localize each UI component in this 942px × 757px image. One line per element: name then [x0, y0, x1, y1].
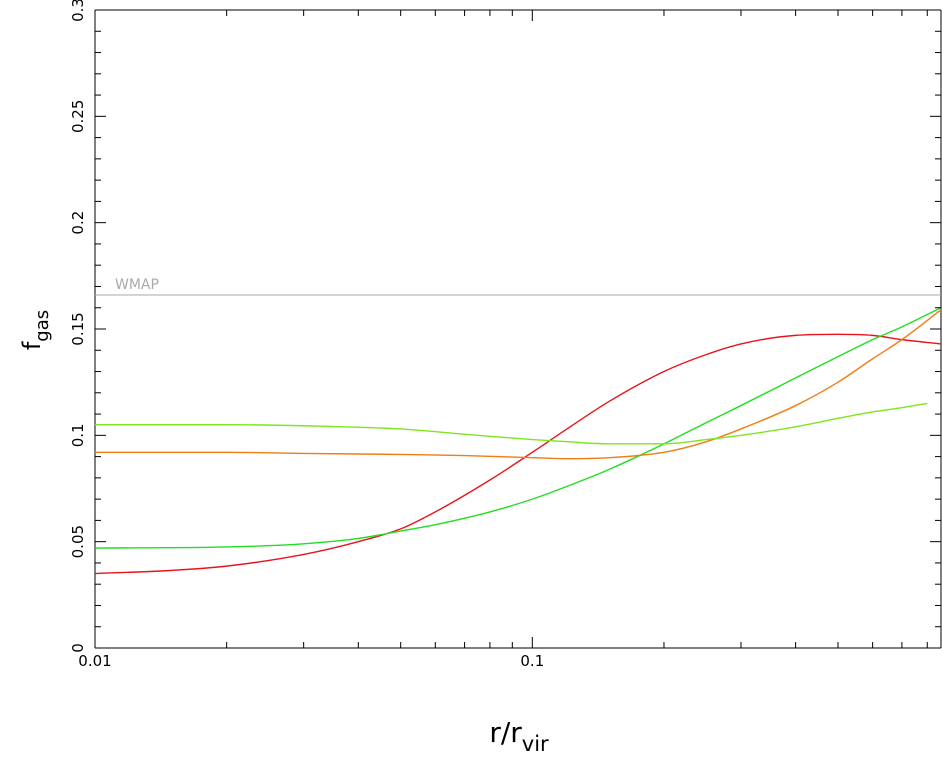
y-tick-label: 0.15	[69, 312, 87, 345]
series-group	[94, 307, 942, 575]
series-line-1	[94, 333, 942, 575]
y-axis-title-main: f	[18, 341, 46, 350]
y-tick-label: 0.05	[69, 525, 87, 558]
x-axis-title-main: r/r	[489, 716, 522, 749]
x-tick-label: 0.01	[78, 652, 111, 670]
wmap-label: WMAP	[115, 277, 159, 293]
y-axis-title: fgas	[18, 310, 53, 350]
ticks-group	[94, 9, 941, 649]
x-axis-title-sub: vir	[522, 732, 549, 756]
reference-line-group: WMAP	[95, 277, 941, 296]
y-axis-title-sub: gas	[32, 310, 53, 342]
x-axis-title: r/rvir	[489, 716, 549, 756]
series-line-2	[94, 307, 942, 549]
x-tick-label: 0.1	[520, 652, 544, 670]
tick-labels-group: 0 0.05 0.1 0.15 0.2 0.25 0.3 0.01 0.1	[69, 0, 544, 670]
series-line-3	[95, 309, 942, 460]
plot-frame	[94, 9, 942, 649]
series-line-4	[94, 402, 928, 445]
y-tick-label: 0.1	[69, 423, 87, 447]
y-tick-label: 0	[69, 643, 87, 653]
y-tick-label: 0.3	[69, 0, 87, 22]
y-tick-label: 0.25	[69, 100, 87, 133]
y-tick-label: 0.2	[69, 211, 87, 235]
